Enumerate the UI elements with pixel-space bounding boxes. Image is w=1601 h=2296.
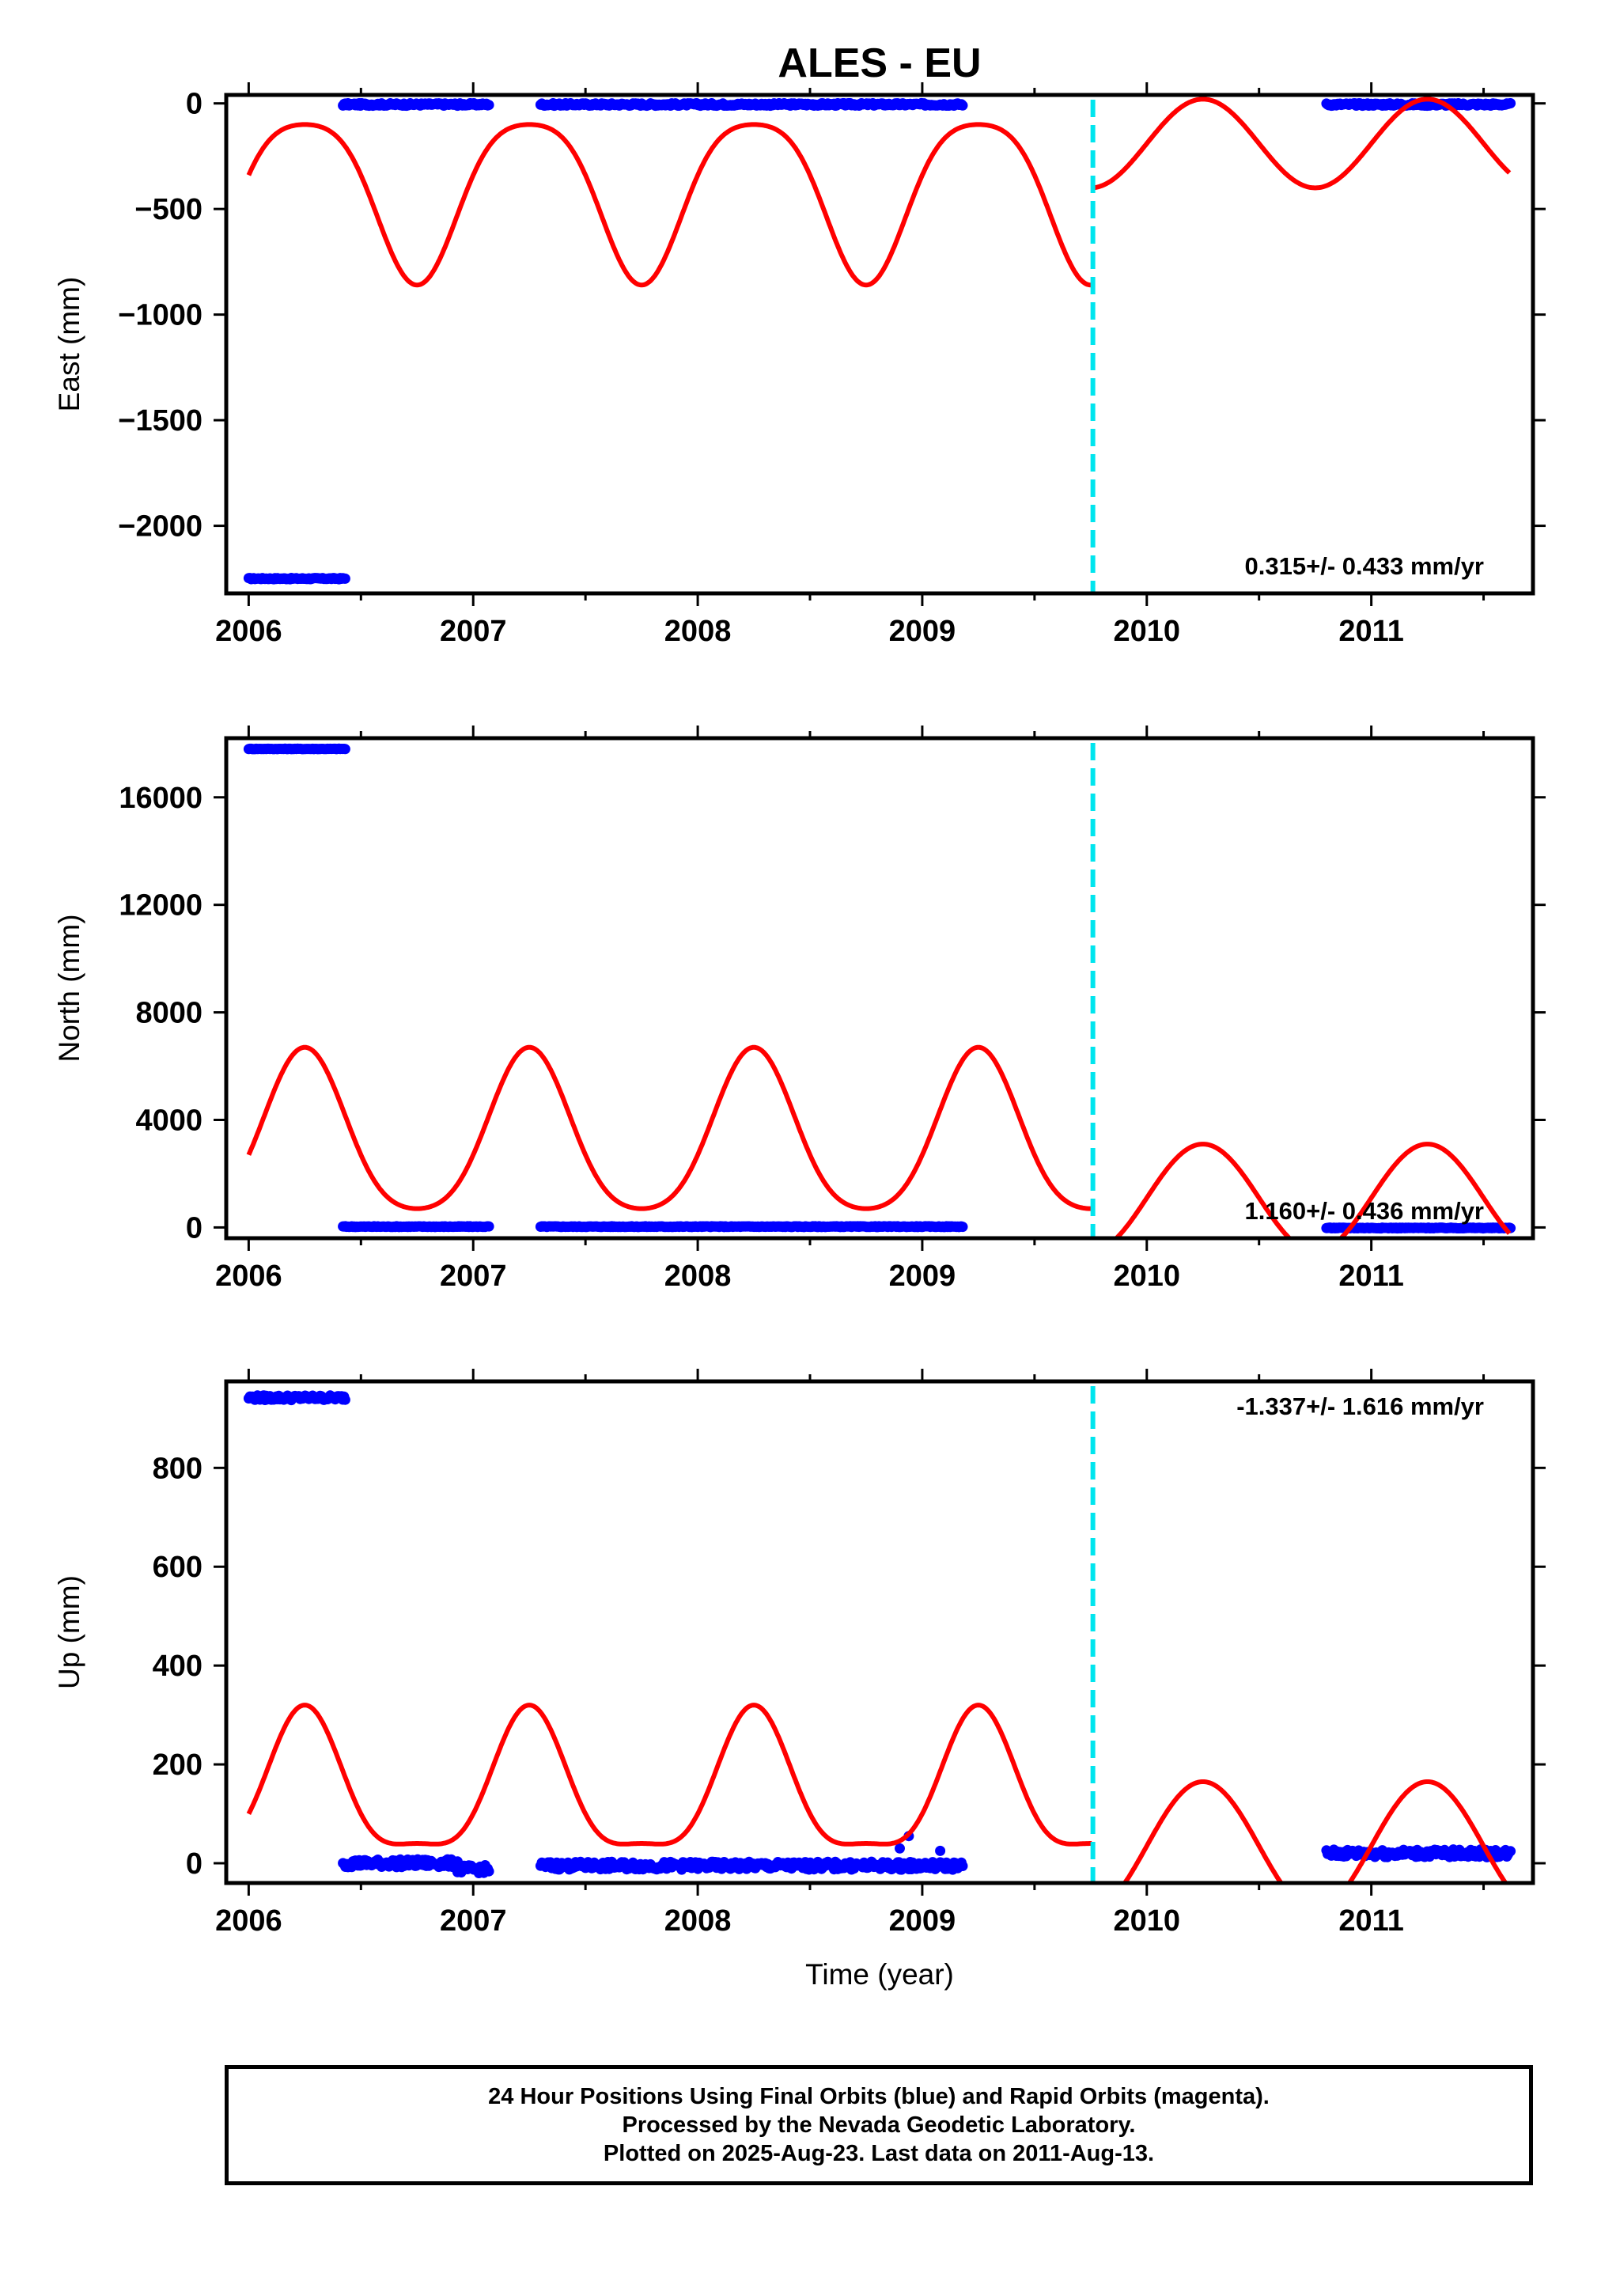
y-axis-label: East (mm) <box>53 277 85 412</box>
data-point <box>1505 1846 1516 1857</box>
model-curve-before <box>246 1044 1092 1211</box>
data-point <box>483 1866 494 1877</box>
x-tick-label: 2010 <box>1114 1260 1181 1293</box>
y-tick-label: 8000 <box>135 997 202 1030</box>
y-tick-label: 16000 <box>119 782 202 815</box>
x-tick-label: 2011 <box>1338 615 1403 648</box>
x-tick-label: 2006 <box>215 1260 282 1293</box>
plot-area <box>243 743 1516 1238</box>
y-axis-label: Up (mm) <box>53 1575 85 1689</box>
outlier-point <box>935 1845 946 1856</box>
x-tick-label: 2008 <box>664 1260 732 1293</box>
north-panel: 2006 2007 2008 2009 2010 2011 0 4000 8000 12000 16… <box>53 726 1546 1293</box>
y-tick-label: 600 <box>153 1551 202 1584</box>
model-curve-after <box>1113 1142 1512 1238</box>
plot-frame <box>224 1379 1535 1885</box>
x-tick-label: 2007 <box>440 615 507 648</box>
data-point <box>957 100 968 111</box>
x-tick-label: 2009 <box>889 615 956 648</box>
x-tick-label: 2006 <box>215 615 282 648</box>
model-curve-before <box>246 122 1092 288</box>
data-point <box>1505 98 1516 108</box>
rate-label: 1.160+/- 0.436 mm/yr <box>1245 1197 1484 1225</box>
data-point <box>339 573 350 584</box>
chart-title: ALES - EU <box>778 40 981 86</box>
data-point <box>483 1221 494 1232</box>
plot-area <box>243 1390 1516 1883</box>
footer-box: 24 Hour Positions Using Final Orbits (bl… <box>225 2065 1533 2185</box>
x-tick-label: 2011 <box>1338 1260 1403 1293</box>
y-tick-label: 4000 <box>135 1104 202 1137</box>
y-tick-label: 400 <box>153 1650 202 1683</box>
plot-frame <box>224 736 1535 1241</box>
footer-line-3: Plotted on 2025-Aug-23. Last data on 201… <box>603 2141 1155 2166</box>
plot-frame <box>224 93 1535 596</box>
y-tick-label: 12000 <box>119 889 202 923</box>
data-point <box>339 1394 350 1405</box>
footer-line-2: Processed by the Nevada Geodetic Laborat… <box>622 2112 1136 2138</box>
y-tick-label: 0 <box>186 1847 202 1881</box>
y-axis-label: North (mm) <box>53 914 85 1062</box>
model-curve-after <box>1092 97 1512 191</box>
x-tick-label: 2009 <box>889 1260 956 1293</box>
data-point <box>957 1222 968 1233</box>
y-tick-label: 0 <box>186 88 202 121</box>
x-tick-label: 2010 <box>1114 1904 1181 1938</box>
y-tick-label: 0 <box>186 1211 202 1245</box>
plot-area <box>243 97 1516 585</box>
x-tick-label: 2008 <box>664 1904 732 1938</box>
up-panel: 2006 2007 2008 2009 2010 2011 0 200 400 600 800 Up … <box>53 1369 1546 1991</box>
y-tick-label: 800 <box>153 1452 202 1485</box>
x-tick-label: 2009 <box>889 1904 956 1938</box>
x-tick-label: 2011 <box>1338 1904 1403 1938</box>
east-panel: 2006 2007 2008 2009 2010 2011 0 −500 −1000 −1500 −… <box>53 82 1546 648</box>
footer-line-1: 24 Hour Positions Using Final Orbits (bl… <box>488 2084 1270 2109</box>
y-tick-label: 200 <box>153 1749 202 1782</box>
x-tick-label: 2010 <box>1114 615 1181 648</box>
x-axis-label: Time (year) <box>805 1958 954 1991</box>
rate-label: -1.337+/- 1.616 mm/yr <box>1236 1392 1484 1420</box>
y-tick-label: −1000 <box>118 299 202 332</box>
data-point <box>339 744 350 755</box>
outlier-point <box>895 1843 905 1854</box>
x-tick-label: 2007 <box>440 1904 507 1938</box>
y-tick-label: −1500 <box>118 404 202 438</box>
model-curve-after <box>1122 1779 1508 1883</box>
x-tick-label: 2008 <box>664 615 732 648</box>
y-tick-label: −500 <box>134 193 202 226</box>
y-tick-label: −2000 <box>118 510 202 544</box>
model-curve-before <box>246 1703 1092 1847</box>
x-tick-label: 2006 <box>215 1904 282 1938</box>
data-point <box>957 1861 968 1871</box>
data-point <box>483 100 494 111</box>
x-tick-label: 2007 <box>440 1260 507 1293</box>
rate-label: 0.315+/- 0.433 mm/yr <box>1245 552 1484 580</box>
